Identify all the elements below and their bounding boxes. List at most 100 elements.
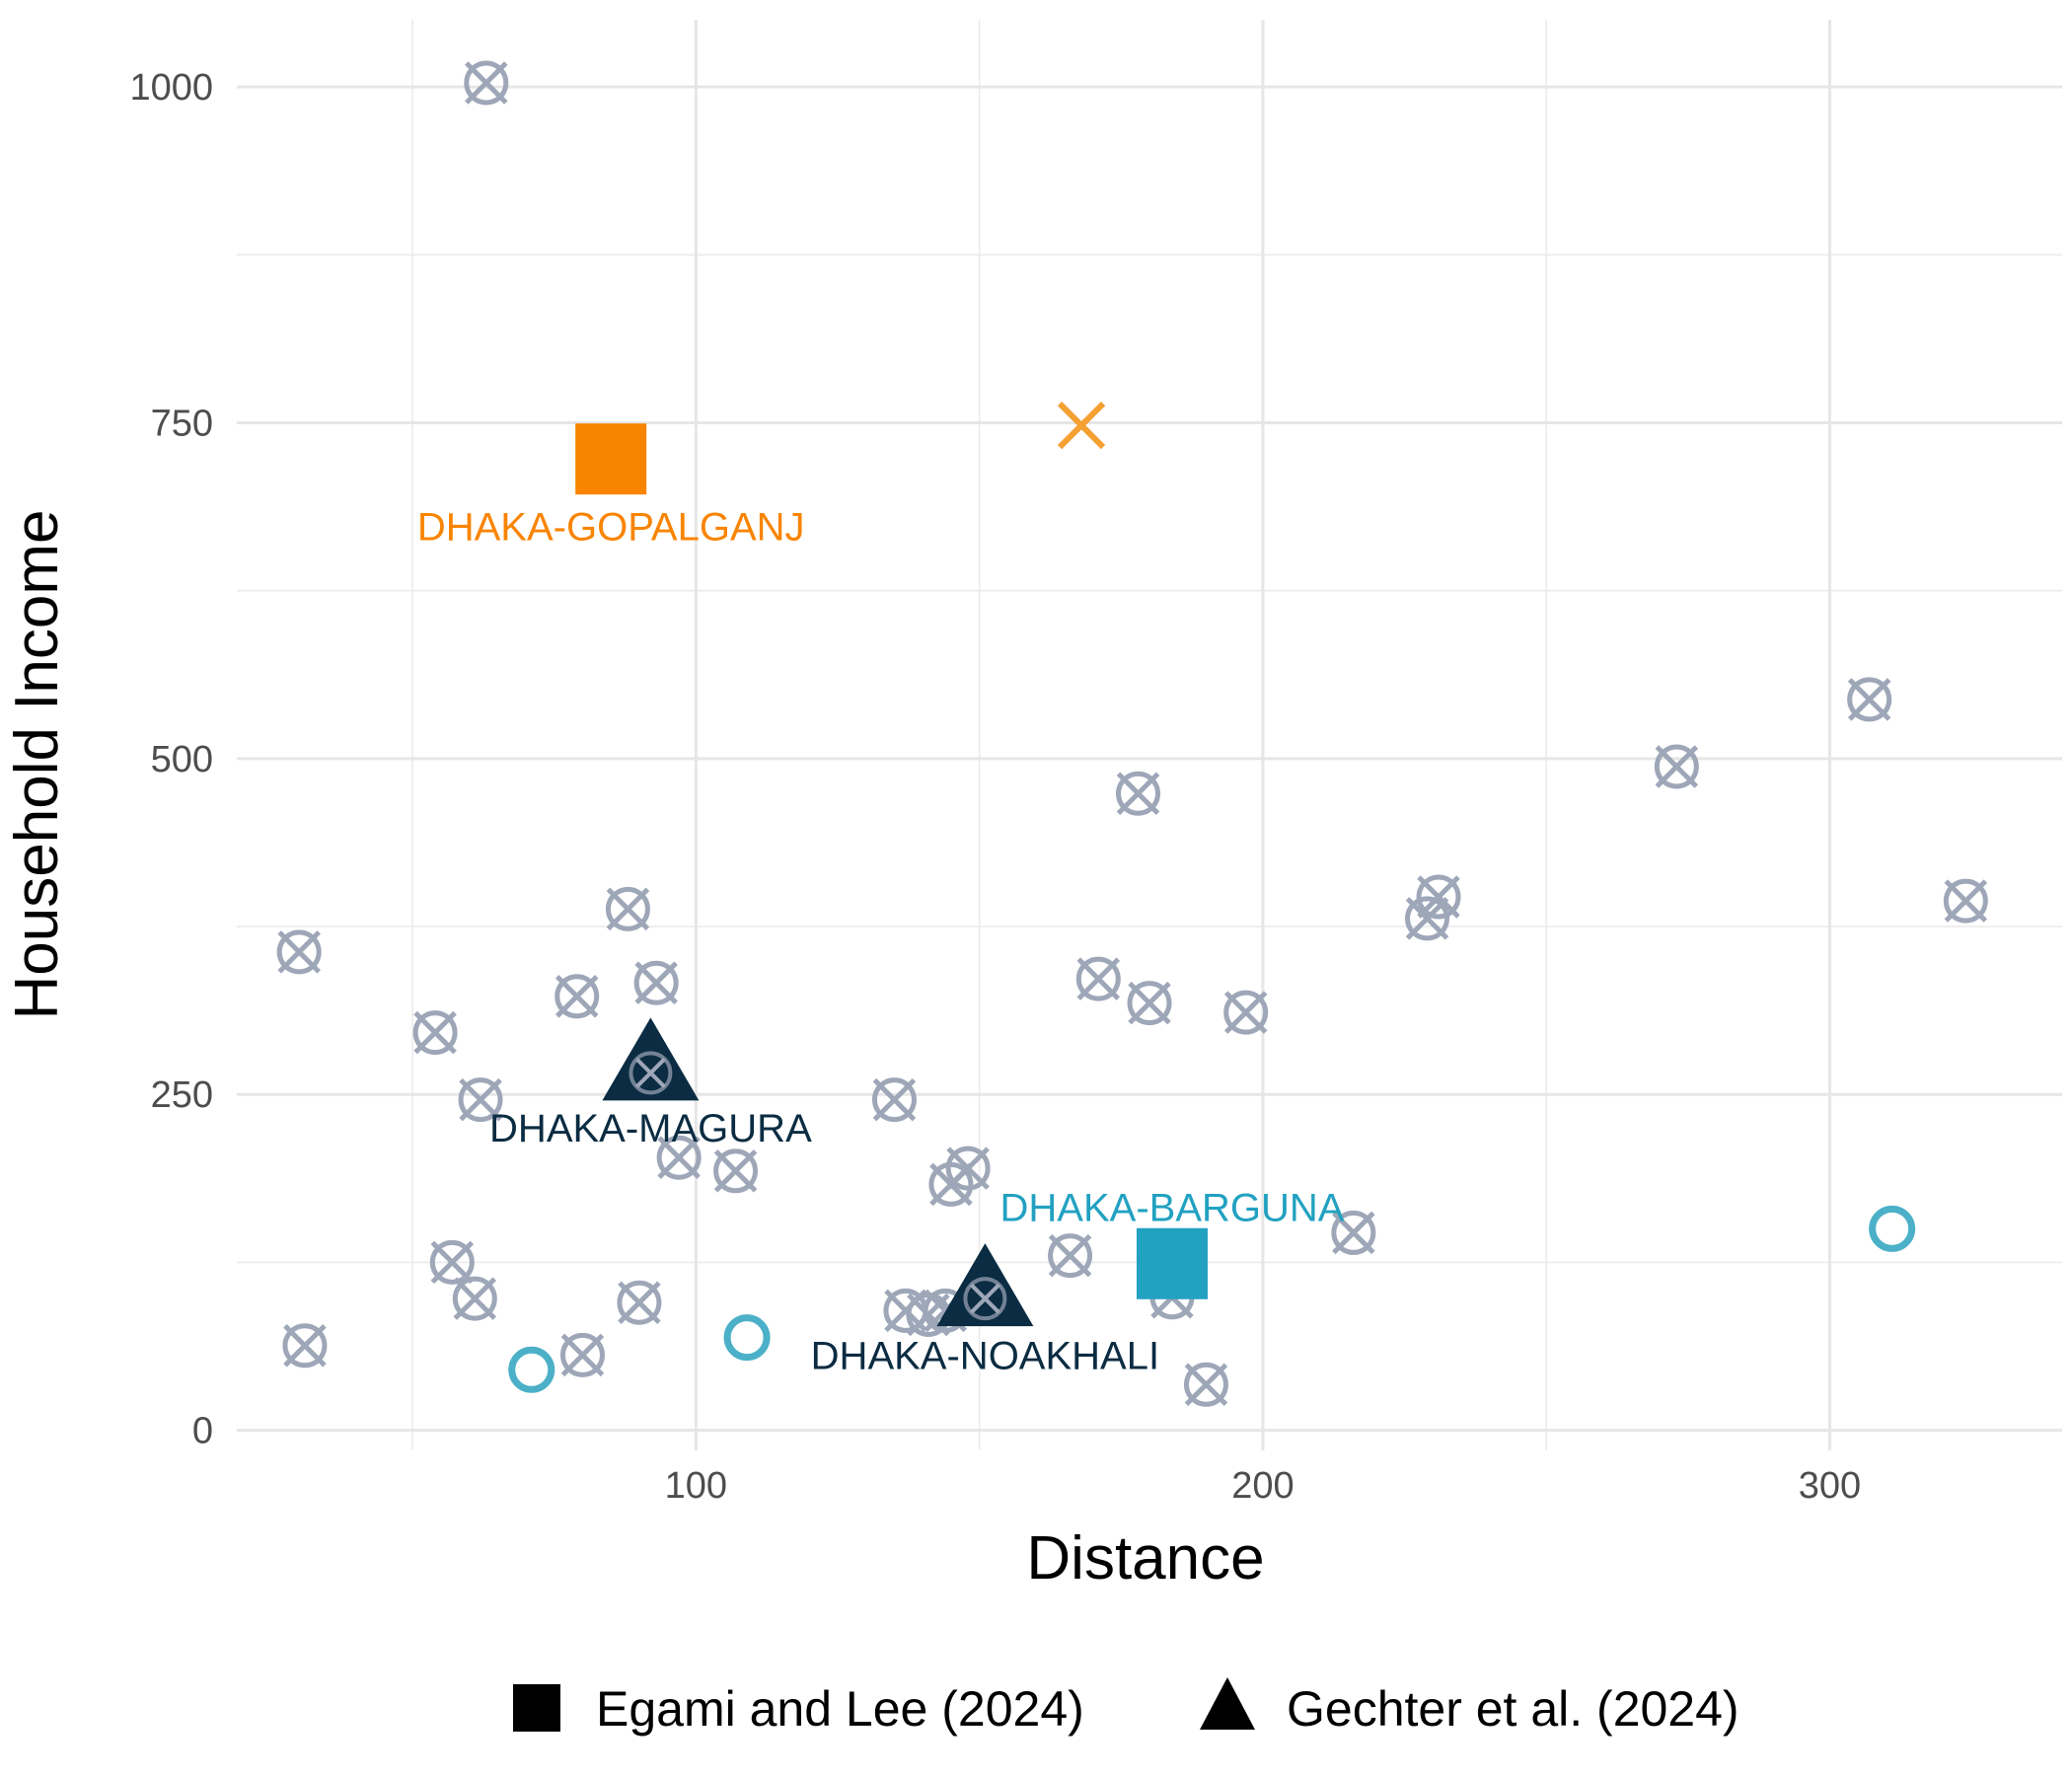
highlight-x-point-stroke xyxy=(1057,402,1106,450)
selected-triangle-point xyxy=(936,1243,1034,1327)
candidate-point-stroke xyxy=(1944,879,1988,923)
candidate-point-stroke xyxy=(1128,981,1171,1025)
y-tick-label: 250 xyxy=(151,1074,213,1116)
candidate-point-ring xyxy=(429,1239,475,1285)
y-tick-labels: 0 250 500 750 1000 xyxy=(129,67,213,1452)
candidate-point-stroke xyxy=(1223,991,1268,1034)
candidate-point-ring xyxy=(1127,981,1172,1026)
candidate-point xyxy=(945,1146,991,1191)
grid-minor xyxy=(237,20,2062,1450)
selected-triangle-overlay xyxy=(634,1058,666,1088)
selected-triangle-overlay-stroke xyxy=(969,1283,1000,1314)
candidate-point-stroke xyxy=(1417,875,1460,919)
selected-triangle-overlay-ring xyxy=(629,1051,673,1095)
point-label: DHAKA-MAGURA xyxy=(489,1107,812,1150)
point-label: DHAKA-GOPALGANJ xyxy=(417,505,805,549)
y-tick-label: 1000 xyxy=(129,67,213,109)
candidate-point-ring xyxy=(1075,956,1121,1001)
candidate-point-stroke xyxy=(1405,897,1449,940)
candidate-point xyxy=(1654,744,1699,789)
open-circle-point xyxy=(508,1346,555,1393)
candidate-point-ring xyxy=(871,1077,917,1123)
candidate-point-ring xyxy=(605,886,650,931)
candidate-point xyxy=(555,974,600,1019)
candidate-point-ring xyxy=(1183,1362,1228,1407)
selected-triangle-point xyxy=(602,1017,700,1101)
candidate-point-stroke xyxy=(459,1077,502,1122)
candidate-point-stroke xyxy=(618,1281,661,1325)
candidate-point-stroke xyxy=(1332,1211,1375,1255)
candidate-point xyxy=(633,960,679,1005)
candidate-point xyxy=(713,1148,759,1194)
y-tick-label: 500 xyxy=(151,739,213,780)
candidate-point-stroke xyxy=(1076,957,1121,1000)
candidate-point-stroke xyxy=(1048,1233,1092,1278)
point-labels: DHAKA-GOPALGANJ DHAKA-BARGUNA DHAKA-MAGURA… xyxy=(417,505,1345,1377)
candidate-point-ring xyxy=(656,1135,702,1180)
candidate-point-ring xyxy=(412,1010,458,1056)
candidate-point-ring xyxy=(458,1077,503,1123)
candidate-point-ring xyxy=(713,1148,759,1194)
candidate-point xyxy=(282,1323,328,1369)
candidate-point-ring xyxy=(282,1323,328,1369)
candidate-point-stroke xyxy=(555,975,599,1018)
candidate-point-ring xyxy=(452,1276,497,1321)
candidate-point-ring xyxy=(1116,771,1161,816)
open-circle-points xyxy=(508,1205,1916,1393)
candidate-point-ring xyxy=(1943,878,1988,924)
point-label: DHAKA-BARGUNA xyxy=(1000,1187,1345,1230)
candidate-point xyxy=(1127,981,1172,1026)
candidate-point-ring xyxy=(1048,1233,1093,1279)
point-label: DHAKA-NOAKHALI xyxy=(811,1334,1159,1377)
candidate-point-stroke xyxy=(430,1240,475,1285)
candidate-point xyxy=(464,60,509,106)
x-tick-label: 200 xyxy=(1231,1465,1294,1507)
candidate-point xyxy=(1075,956,1121,1001)
candidate-point xyxy=(871,1077,917,1123)
candidate-point-stroke xyxy=(713,1149,758,1193)
candidate-point-stroke xyxy=(1184,1363,1228,1407)
candidate-point-ring xyxy=(464,60,509,106)
candidate-point-stroke xyxy=(277,930,321,974)
candidate-point-ring xyxy=(1416,874,1461,920)
candidate-point xyxy=(1847,677,1892,722)
candidate-point-stroke xyxy=(453,1277,497,1320)
legend-triangle-icon xyxy=(1200,1677,1255,1730)
candidate-point xyxy=(1048,1233,1093,1279)
selected-triangle-overlay-stroke xyxy=(634,1058,666,1088)
candidate-point-ring xyxy=(1331,1210,1376,1255)
candidate-point xyxy=(276,929,322,975)
y-tick-label: 0 xyxy=(192,1411,213,1452)
candidate-point xyxy=(1405,896,1450,941)
selected-square-point xyxy=(1136,1227,1208,1299)
legend-label-gechter: Gechter et al. (2024) xyxy=(1287,1681,1739,1737)
candidate-point xyxy=(452,1276,497,1321)
candidate-point-stroke xyxy=(606,887,650,931)
highlight-points xyxy=(1057,402,1106,450)
candidate-point-stroke xyxy=(946,1147,990,1190)
candidate-point-ring xyxy=(945,1146,991,1191)
candidate-point-stroke xyxy=(465,61,508,105)
candidate-point-ring xyxy=(633,960,679,1005)
y-tick-label: 750 xyxy=(151,403,213,444)
candidate-point xyxy=(412,1010,458,1056)
grid-major xyxy=(237,20,2062,1450)
candidate-point xyxy=(605,886,650,931)
candidate-point-stroke xyxy=(1655,745,1699,788)
candidate-point-stroke xyxy=(283,1324,327,1368)
open-circle-point xyxy=(1869,1205,1916,1252)
candidate-point-stroke xyxy=(1116,772,1160,815)
candidate-point-stroke xyxy=(872,1077,917,1122)
legend-label-egami: Egami and Lee (2024) xyxy=(596,1681,1084,1737)
candidate-point-stroke xyxy=(1847,678,1891,721)
legend: Egami and Lee (2024) Gechter et al. (202… xyxy=(513,1677,1739,1737)
candidate-point-ring xyxy=(276,929,322,975)
candidate-point-stroke xyxy=(657,1136,701,1179)
candidate-point xyxy=(617,1280,662,1325)
candidate-point-ring xyxy=(617,1280,662,1325)
candidate-point-stroke xyxy=(560,1333,605,1377)
x-tick-labels: 100 200 300 xyxy=(665,1465,1861,1507)
x-tick-label: 300 xyxy=(1799,1465,1861,1507)
